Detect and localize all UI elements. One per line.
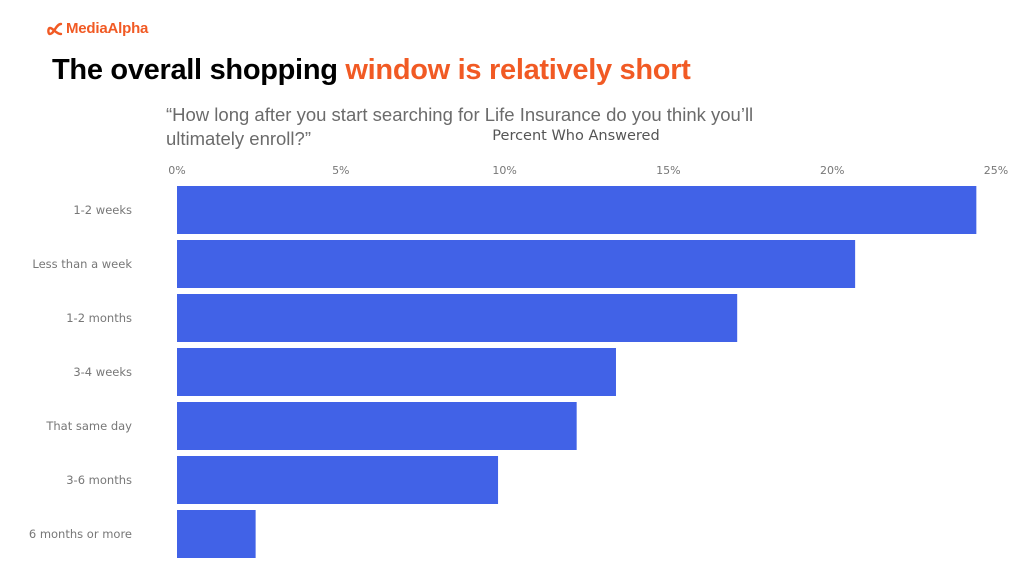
x-tick-label: 20% <box>820 164 844 177</box>
mediaalpha-logo-icon <box>47 22 63 35</box>
category-label: 6 months or more <box>29 527 132 541</box>
chart-title: Percent Who Answered <box>492 128 659 144</box>
x-tick-label: 10% <box>492 164 516 177</box>
category-label: That same day <box>45 419 132 433</box>
category-label: 3-4 weeks <box>73 365 132 379</box>
bar <box>177 510 256 558</box>
category-label: Less than a week <box>32 257 132 271</box>
bar <box>177 294 738 342</box>
brand-name: MediaAlpha <box>66 20 149 37</box>
category-label: 1-2 months <box>66 311 132 325</box>
bar <box>177 456 499 504</box>
page-title-plain: The overall shopping <box>52 54 346 86</box>
category-label: 3-6 months <box>66 473 132 487</box>
x-axis-ticks: 0% 5% 10% 15% 20% 25% <box>168 164 1008 177</box>
bar <box>177 348 616 396</box>
category-label: 1-2 weeks <box>73 203 132 217</box>
bar-series <box>177 186 977 558</box>
bar <box>177 240 856 288</box>
bar <box>177 186 977 234</box>
x-tick-label: 25% <box>984 164 1008 177</box>
x-tick-label: 5% <box>332 164 349 177</box>
category-labels: 1-2 weeks Less than a week 1-2 months 3-4 w… <box>29 203 132 541</box>
x-tick-label: 15% <box>656 164 680 177</box>
page-title: The overall shopping window is relativel… <box>52 54 691 87</box>
survey-question: “How long after you start searching for … <box>166 104 754 149</box>
bar <box>177 402 577 450</box>
x-tick-label: 0% <box>168 164 185 177</box>
page-title-accent: window is relatively short <box>345 54 691 86</box>
brand-logo: MediaAlpha <box>47 20 148 37</box>
